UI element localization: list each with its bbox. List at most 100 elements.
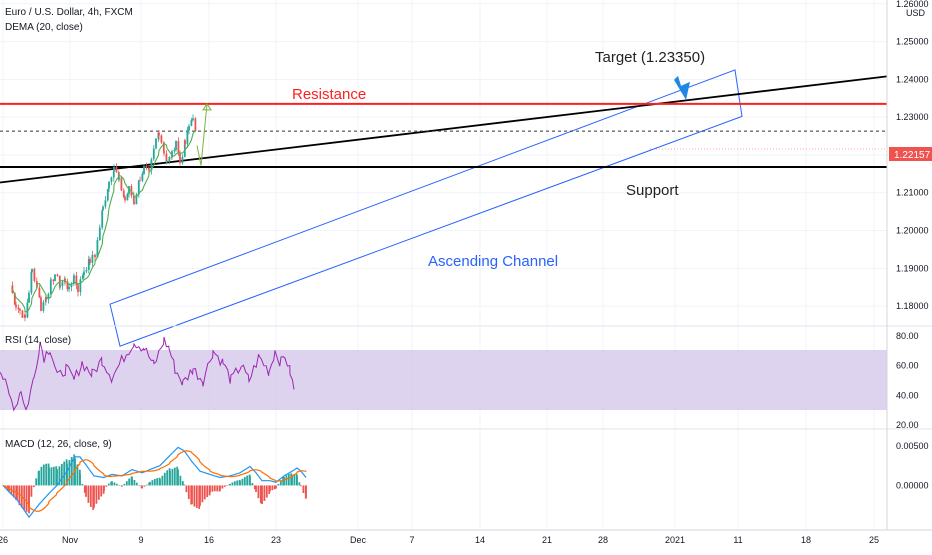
macd-histogram-bar	[161, 475, 164, 486]
candle-body	[61, 282, 64, 286]
macd-histogram-bar	[58, 466, 61, 486]
macd-histogram-bar	[261, 485, 263, 504]
price-scale[interactable]: USD	[886, 0, 926, 530]
price-tick-label: 40.00	[896, 390, 919, 400]
price-tick-label: 1.21000	[896, 188, 929, 198]
time-tick-label: 28	[598, 535, 608, 545]
macd-histogram-bar	[156, 478, 159, 486]
macd-histogram-bar	[74, 458, 76, 486]
candle-body	[33, 268, 36, 281]
candle-body	[155, 138, 157, 149]
candle-body	[162, 142, 165, 152]
candle-body	[108, 181, 110, 189]
macd-histogram-bar	[206, 485, 209, 498]
candle-body	[77, 285, 79, 292]
macd-histogram-bar	[275, 485, 277, 489]
candle-body	[139, 180, 141, 182]
price-pane[interactable]	[0, 69, 888, 347]
macd-histogram-bar	[118, 484, 121, 486]
candle-body	[42, 302, 45, 311]
macd-histogram-bar	[249, 476, 251, 486]
axis-labels: 1.260001.250001.240001.230001.220001.210…	[896, 0, 929, 490]
price-tick-label: 1.24000	[896, 74, 929, 84]
macd-histogram-bar	[133, 479, 136, 486]
macd-histogram-bar	[305, 485, 307, 498]
candle-body	[137, 180, 140, 195]
macd-histogram-bar	[89, 485, 92, 507]
macd-histogram-bar	[107, 483, 110, 486]
macd-histogram-bar	[302, 485, 305, 494]
macd-histogram-bar	[111, 481, 113, 486]
candle-body	[30, 272, 33, 293]
support-label: Support	[626, 182, 679, 199]
macd-histogram-bar	[183, 484, 185, 486]
macd-histogram-bar	[251, 483, 254, 486]
rsi-pane[interactable]: RSI (14, close)	[0, 335, 295, 412]
price-tick-label: 0.00500	[896, 441, 929, 451]
projection-path	[196, 103, 208, 166]
candle-body	[166, 160, 168, 162]
candle-body	[98, 227, 101, 241]
candle-body	[148, 169, 150, 171]
macd-line	[2, 446, 307, 519]
candle-body	[163, 151, 165, 154]
macd-histogram-bar	[239, 480, 241, 486]
macd-histogram-bar	[153, 478, 156, 486]
ascending-channel[interactable]	[109, 69, 743, 347]
time-tick-label: 23	[271, 535, 281, 545]
candle-body	[81, 275, 84, 280]
dema-line	[11, 129, 196, 313]
candle-body	[133, 202, 135, 205]
macd-histogram-bar	[203, 485, 206, 500]
candle-body	[157, 132, 160, 139]
macd-histogram-bar	[216, 485, 219, 492]
macd-histogram-bar	[125, 481, 128, 486]
macd-histogram-bar	[138, 485, 141, 486]
candle-body	[112, 170, 115, 178]
candle-body	[28, 292, 30, 303]
candle-body	[104, 200, 107, 207]
macd-histogram-bar	[141, 485, 143, 489]
macd-histogram-bar	[291, 474, 293, 486]
macd-histogram-bar	[79, 474, 81, 486]
candle-body	[45, 297, 47, 300]
time-axis[interactable]: 26 Nov 9 16 23 Dec 7 14 21 28 2021 11 18 25	[0, 535, 879, 545]
macd-histogram-bar	[50, 467, 53, 486]
candle-body	[160, 135, 163, 143]
macd-histogram-bar	[246, 475, 249, 486]
candle-body	[64, 278, 66, 282]
time-tick-label: 21	[542, 535, 552, 545]
candle-body	[145, 165, 148, 168]
price-tick-label: 1.18000	[896, 301, 929, 311]
macd-histogram-bar	[166, 470, 169, 486]
macd-histogram-bar	[60, 463, 63, 486]
candle-body	[79, 279, 82, 292]
macd-histogram-bar	[115, 483, 118, 486]
candle-body	[21, 310, 24, 318]
macd-histogram-bar	[121, 485, 123, 487]
macd-histogram-bar	[32, 485, 35, 488]
macd-histogram-bar	[233, 481, 236, 486]
price-tick-label: 1.19000	[896, 263, 929, 273]
candle-body	[102, 206, 104, 211]
macd-histogram-bar	[293, 474, 296, 486]
macd-histogram-bar	[103, 485, 105, 491]
macd-histogram-bar	[63, 461, 66, 486]
macd-pane[interactable]: MACD (12, 26, close, 9)	[2, 439, 307, 519]
candle-body	[120, 177, 123, 191]
macd-histogram-bar	[93, 485, 95, 508]
rsi-band	[0, 350, 887, 410]
candle-body	[73, 275, 75, 279]
long-term-trendline[interactable]	[0, 75, 888, 184]
candle-body	[132, 195, 135, 203]
candle-body	[188, 125, 190, 131]
candle-body	[15, 304, 17, 308]
price-tick-label: 1.23000	[896, 112, 929, 122]
macd-histogram-bar	[296, 476, 298, 486]
macd-histogram-bar	[23, 485, 26, 510]
macd-histogram-bar	[30, 485, 33, 497]
candle-body	[115, 167, 118, 173]
candle-body	[38, 287, 41, 298]
macd-histogram-bar	[285, 475, 288, 486]
